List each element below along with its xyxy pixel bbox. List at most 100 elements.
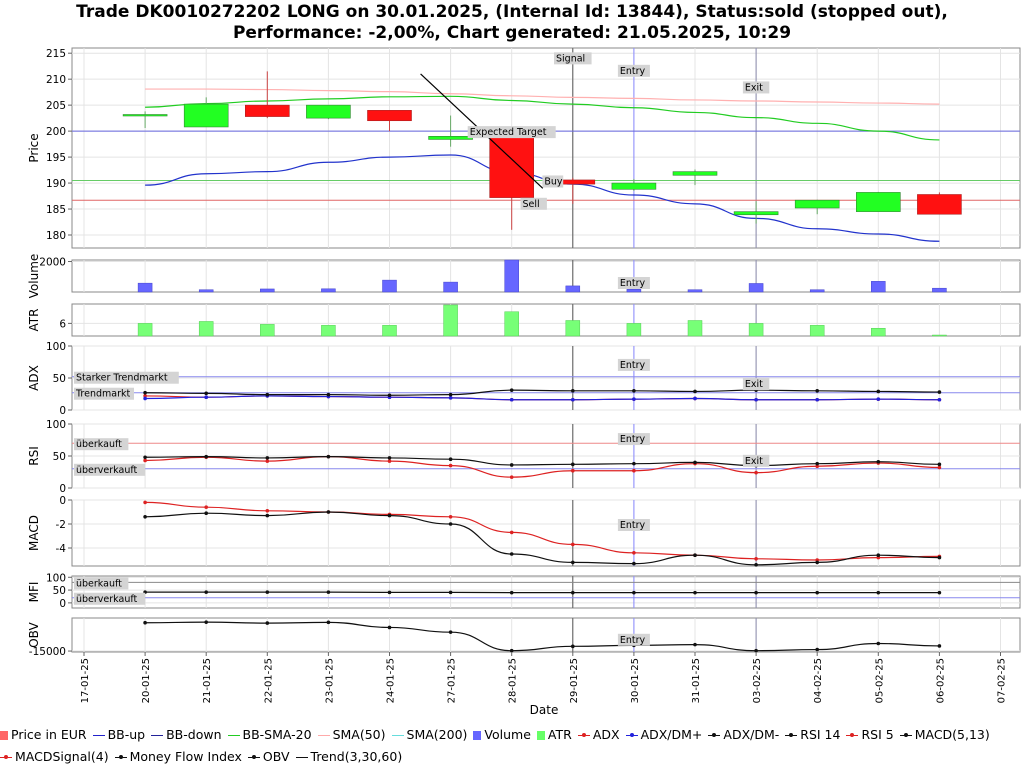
x-tick-label: 29-01-25 <box>569 658 580 703</box>
rsi14-line-point <box>448 457 453 462</box>
obv-annotation-bg <box>617 633 650 646</box>
mfi-level-label: überkauft <box>76 578 122 589</box>
obv-plot-area <box>71 617 1021 653</box>
macd-line-point <box>815 560 819 565</box>
mfi-line-point <box>265 590 270 594</box>
bb-sma20-line <box>145 95 940 141</box>
adx-dm-plus-line-point <box>693 396 697 401</box>
price-y-tick-label: 195 <box>46 152 66 164</box>
macd-line-point <box>937 555 942 560</box>
x-tick-label: 17-01-25 <box>80 658 91 703</box>
macd-line-point <box>632 561 636 566</box>
legend-item: BB-SMA-20 <box>227 724 312 746</box>
mfi-y-tick-label: 0 <box>59 598 66 610</box>
x-axis-label: Date <box>530 703 559 717</box>
x-tick-label: 31-01-25 <box>691 658 702 703</box>
macd-y-label: MACD <box>27 515 41 551</box>
atr-bar <box>565 320 581 337</box>
obv-line <box>145 621 940 652</box>
x-tick-label: 23-01-25 <box>324 658 335 703</box>
x-tick-label: 24-01-25 <box>386 658 397 703</box>
adx-line-point <box>632 389 636 393</box>
price-annotation-bg <box>742 81 770 94</box>
rsi5-line-point <box>571 468 575 473</box>
mfi-line-point <box>571 590 575 595</box>
mfi-line-point <box>876 590 881 595</box>
rsi-annotation-bg <box>617 433 650 446</box>
macd-line-point <box>387 513 392 518</box>
atr-bar <box>137 323 153 337</box>
adx-level-label-bg <box>74 387 134 400</box>
atr-bar <box>321 325 336 337</box>
price-annotation-bg <box>542 175 564 188</box>
adx-line-point <box>448 392 453 397</box>
rsi5-line-point <box>265 459 270 463</box>
adx-line-point <box>937 390 942 394</box>
adx-dm-plus-line-point <box>448 396 453 400</box>
legend-item: MACDSignal(4) <box>0 746 109 768</box>
legend-swatch <box>0 731 8 740</box>
volume-annotation: Entry <box>620 278 646 289</box>
price-annotation: Sell <box>523 199 540 210</box>
obv-line-point <box>509 648 514 653</box>
chart-legend: Price in EUR BB-up BB-down BB-SMA-20 SMA(50)… <box>0 724 1024 768</box>
rsi-y-tick-label: 0 <box>59 483 66 495</box>
legend-label: SMA(50) <box>332 727 386 742</box>
volume-bar <box>871 281 886 293</box>
adx-line-point <box>387 393 392 398</box>
x-tick-label: 21-01-25 <box>202 658 213 703</box>
x-tick-label: 03-02-25 <box>752 658 763 703</box>
legend-label: ATR <box>547 727 572 742</box>
x-tick-label: 06-02-25 <box>935 658 946 703</box>
macd-annotation-bg <box>617 519 650 531</box>
rsi-annotation-bg <box>742 454 770 467</box>
volume-plot-area <box>71 259 1021 293</box>
rsi5-line-point <box>815 464 819 469</box>
adx-line <box>145 389 940 396</box>
adx-annotation-bg <box>617 358 650 371</box>
legend-item: SMA(200) <box>391 724 467 746</box>
legend-item: Money Flow Index <box>114 746 242 768</box>
rsi14-line-point <box>693 460 697 465</box>
sma50-line <box>145 88 940 105</box>
obv-line-point <box>876 641 881 646</box>
volume-bar <box>565 285 581 293</box>
macd-signal-line-point <box>754 557 758 561</box>
macd-line-point <box>326 510 331 514</box>
macd-y-tick-label: -4 <box>56 543 67 555</box>
rsi-level-label-bg <box>74 438 129 451</box>
obv-y-tick-label: -15000 <box>29 646 66 658</box>
atr-bar <box>871 327 886 337</box>
volume-bar <box>198 289 214 293</box>
legend-label: RSI 14 <box>800 727 841 742</box>
obv-y-label: OBV <box>27 621 41 647</box>
macd-line-point <box>754 563 758 567</box>
adx-level-label: Trendmarkt <box>75 389 130 400</box>
candle-body <box>672 171 718 176</box>
atr-y-tick-label: 6 <box>59 318 66 330</box>
candle-body <box>733 211 779 216</box>
price-annotation: Exit <box>745 82 763 93</box>
volume-bar <box>137 282 153 293</box>
legend-label: BB-up <box>107 727 146 742</box>
legend-item: OBV <box>247 746 290 768</box>
legend-swatch <box>92 735 105 736</box>
price-annotation-bg <box>617 64 650 77</box>
obv-line-point <box>571 644 575 649</box>
atr-bar <box>626 323 642 337</box>
volume-bar <box>626 289 642 293</box>
legend-label: Trend(3,30,60) <box>310 749 403 764</box>
mfi-level-label-bg <box>74 577 129 590</box>
legend-item: MACD(5,13) <box>899 724 990 746</box>
price-annotation-bg <box>554 52 592 65</box>
macd-line-point <box>143 515 147 519</box>
adx-annotation: Entry <box>620 360 646 371</box>
macd-line-point <box>876 553 881 557</box>
x-axis: 17-01-25 20-01-25 21-01-25 22-01-25 23-01-25… <box>80 652 1008 717</box>
adx-annotation-bg <box>742 378 770 391</box>
rsi14-line-point <box>876 459 881 464</box>
obv-line-point <box>204 620 208 624</box>
adx-annotation: Exit <box>745 379 763 390</box>
volume-bar <box>382 279 397 293</box>
